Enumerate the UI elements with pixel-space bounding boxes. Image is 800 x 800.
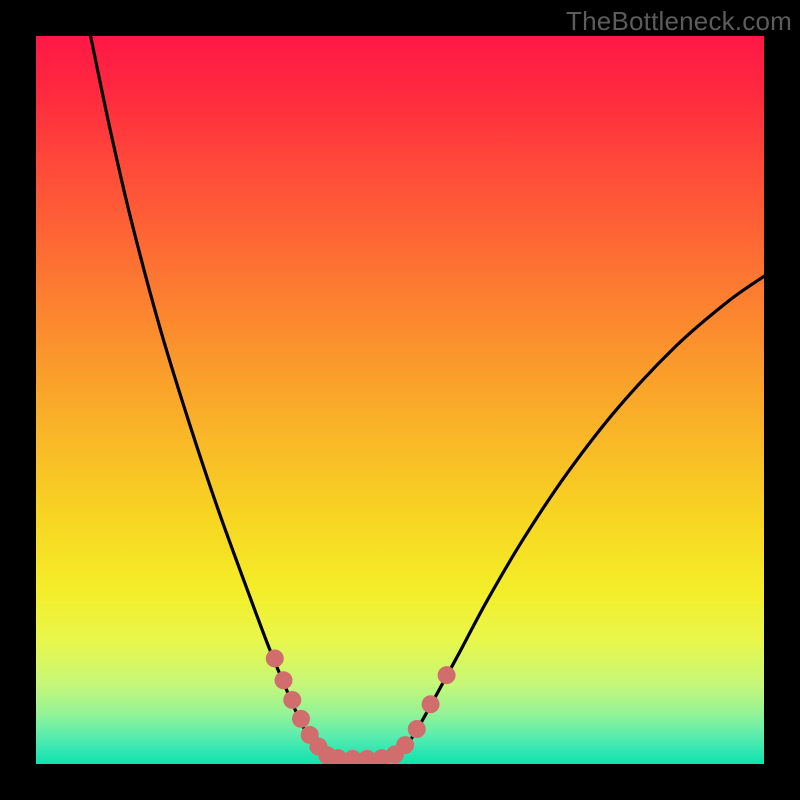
curve-marker	[438, 666, 456, 684]
curve-marker	[266, 649, 284, 667]
curve-marker	[408, 720, 426, 738]
marker-group	[266, 649, 456, 764]
plot-area	[36, 36, 764, 764]
curve-marker	[292, 710, 310, 728]
curve-marker	[396, 736, 414, 754]
curve-marker	[422, 695, 440, 713]
curve-marker	[275, 671, 293, 689]
watermark-text: TheBottleneck.com	[566, 6, 792, 37]
curve-layer	[36, 36, 764, 764]
stage: TheBottleneck.com	[0, 0, 800, 800]
bottleneck-curve	[91, 36, 764, 759]
curve-marker	[283, 691, 301, 709]
